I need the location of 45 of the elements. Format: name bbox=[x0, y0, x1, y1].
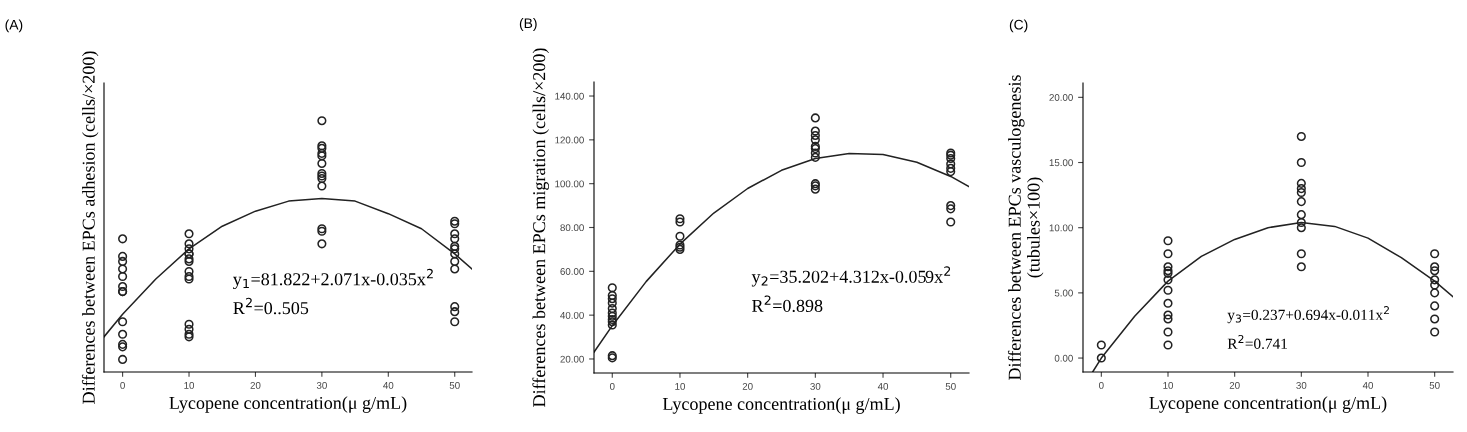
x-tick-label: 20 bbox=[742, 382, 753, 390]
annotation: y$_{2}$=35.202+4.312x-0.059x$^{2}$ bbox=[751, 266, 951, 287]
y-tick-label: 10.00 bbox=[1049, 224, 1073, 232]
x-tick-label: 50 bbox=[945, 382, 956, 390]
x-tick-label: 0 bbox=[1099, 381, 1104, 389]
y-tick-label: 80.00 bbox=[560, 224, 584, 232]
y-tick-label: 20.00 bbox=[1049, 94, 1073, 101]
y-tick-label: 40.00 bbox=[560, 311, 584, 319]
x-tick-label: 0 bbox=[120, 381, 125, 389]
annotation: R$^{2}$=0.741 bbox=[1227, 334, 1287, 349]
x-axis-title: Lycopene concentration(μ g/mL) bbox=[169, 396, 407, 413]
chart-title: (C) bbox=[1009, 19, 1028, 33]
x-tick-label: 40 bbox=[877, 382, 889, 390]
y-tick-label: 60.00 bbox=[560, 268, 584, 275]
y-tick-label: 15.00 bbox=[1049, 159, 1073, 167]
x-axis-title: Lycopene concentration(μ g/mL) bbox=[662, 397, 900, 414]
x-tick-label: 40 bbox=[383, 381, 394, 389]
chart-title: (B) bbox=[519, 17, 537, 31]
x-tick-label: 20 bbox=[250, 381, 261, 389]
y-tick-label: 140.00 bbox=[555, 92, 584, 100]
annotation: R$^{2}$=0.898 bbox=[752, 295, 823, 313]
x-tick-label: 10 bbox=[675, 382, 685, 390]
x-tick-label: 20 bbox=[1229, 381, 1240, 389]
annotation: y$_{1}$=81.822+2.071x-0.035x$^{2}$ bbox=[233, 268, 433, 290]
annotation: R$^{2}$=0..505 bbox=[233, 297, 309, 315]
x-tick-label: 10 bbox=[184, 381, 195, 389]
y-axis-title: Differences between EPCs adhesion (cells/×200) bbox=[81, 51, 99, 404]
annotation: y$_{3}$=0.237+0.694x-0.011x$^{2}$ bbox=[1227, 306, 1389, 324]
x-tick-label: 30 bbox=[316, 381, 327, 389]
y-tick-label: 0.00 bbox=[1054, 354, 1073, 362]
x-tick-label: 40 bbox=[1362, 381, 1374, 389]
y-tick-label: 100.00 bbox=[555, 180, 584, 188]
x-tick-label: 30 bbox=[810, 382, 821, 390]
x-tick-label: 0 bbox=[609, 382, 615, 390]
chart-title: (A) bbox=[5, 19, 23, 33]
y-axis-title: Differences between EPCs vasculogenesis (tubules×100) bbox=[1007, 75, 1044, 380]
x-tick-label: 10 bbox=[1163, 381, 1174, 389]
x-axis-title: Lycopene concentration(μ g/mL) bbox=[1149, 396, 1387, 413]
y-axis-title: Differences between EPCs migration (cells/×200) bbox=[532, 48, 549, 407]
x-tick-label: 50 bbox=[1429, 381, 1440, 389]
x-tick-label: 50 bbox=[449, 381, 460, 389]
y-tick-label: 20.00 bbox=[560, 355, 584, 363]
x-tick-label: 30 bbox=[1296, 381, 1307, 389]
y-tick-label: 120.00 bbox=[555, 136, 584, 144]
y-tick-label: 5.00 bbox=[1054, 289, 1073, 297]
